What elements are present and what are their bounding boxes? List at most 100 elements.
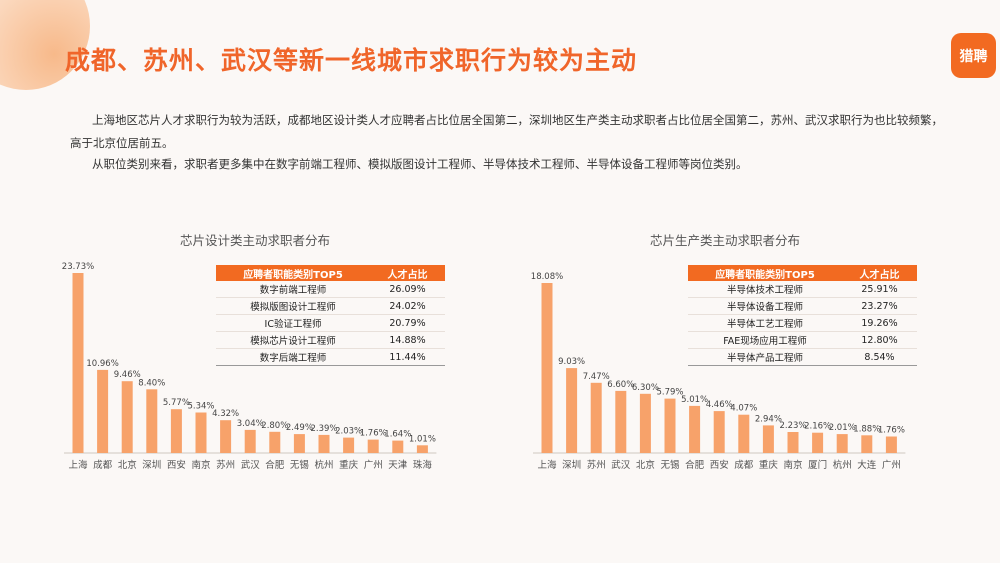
share-cell: 24.02% [370,297,445,315]
share-cell: 8.54% [842,348,917,366]
role-cell: 半导体设备工程师 [688,297,842,315]
table-row: 半导体技术工程师 25.91% [688,281,917,298]
x-tick-label: 珠海 [413,459,433,471]
x-tick-label: 上海 [68,459,88,471]
bar [541,283,553,453]
x-tick-label: 厦门 [808,459,827,471]
bar [97,369,109,453]
table-row: 数字前端工程师 26.09% [216,281,445,298]
bar [787,432,799,453]
x-tick-label: 无锡 [660,459,679,471]
share-cell: 23.27% [842,297,917,315]
x-tick-label: 合肥 [265,459,285,471]
bar [146,389,158,453]
table-row: 模拟芯片设计工程师 14.88% [216,331,445,349]
share-cell: 19.26% [842,314,917,332]
data-label: 18.08% [531,272,563,282]
job-category-paragraph: 从职位类别来看，求职者更多集中在数字前端工程师、模拟版图设计工程师、半导体技术工… [92,157,748,171]
data-label: 5.01% [681,395,708,405]
table-header-role: 应聘者职能类别TOP5 [216,265,370,281]
table-row: 半导体产品工程师 8.54% [688,348,917,366]
role-cell: 数字前端工程师 [216,281,370,298]
table-row: 半导体设备工程师 23.27% [688,297,917,315]
bar [738,414,750,453]
data-label: 2.80% [261,421,288,431]
x-tick-label: 武汉 [611,459,631,471]
role-cell: 半导体技术工程师 [688,281,842,298]
x-tick-label: 无锡 [290,459,309,471]
data-label: 1.01% [409,434,436,444]
bar [121,381,133,453]
page-title: 成都、苏州、武汉等新一线城市求职行为较为主动 [65,46,638,75]
bar [836,434,848,453]
data-label: 5.77% [163,398,190,408]
data-label: 4.32% [212,409,239,419]
role-cell: 半导体工艺工程师 [688,314,842,332]
x-tick-label: 西安 [167,459,186,471]
data-label: 2.03% [335,427,362,437]
x-tick-label: 重庆 [339,459,359,471]
bar [416,445,428,453]
bar [639,393,651,453]
bar [615,390,627,453]
data-label: 2.49% [286,423,313,433]
x-tick-label: 北京 [118,459,137,471]
table-row: 数字后端工程师 11.44% [216,348,445,366]
data-label: 1.64% [384,430,411,440]
bar [269,431,281,453]
data-label: 4.46% [706,400,733,410]
data-label: 4.07% [730,404,757,414]
role-cell: 模拟版图设计工程师 [216,297,370,315]
bar [566,368,578,453]
share-cell: 26.09% [370,281,445,298]
table-row: 模拟版图设计工程师 24.02% [216,297,445,315]
bar [885,436,897,453]
data-label: 6.60% [607,380,634,390]
x-tick-label: 杭州 [314,459,333,471]
data-label: 9.03% [558,357,585,367]
x-tick-label: 成都 [734,459,754,471]
data-label: 5.34% [187,402,214,412]
bar [861,435,873,453]
role-cell: IC验证工程师 [216,314,370,332]
x-tick-label: 广州 [882,459,901,471]
data-label: 2.23% [779,421,806,431]
design-chart-title: 芯片设计类主动求职者分布 [180,233,331,248]
x-tick-label: 合肥 [685,459,705,471]
x-tick-label: 南京 [783,459,802,471]
table-row: IC验证工程师 20.79% [216,314,445,332]
bar [72,273,84,453]
table-header-share: 人才占比 [842,265,917,281]
data-label: 2.39% [310,424,337,434]
data-label: 1.76% [878,426,905,436]
share-cell: 12.80% [842,331,917,349]
bar [293,434,305,453]
data-label: 1.76% [360,429,387,439]
role-cell: FAE现场应用工程师 [688,331,842,349]
x-tick-label: 深圳 [562,460,581,471]
intro-paragraph: 上海地区芯片人才求职行为较为活跃，成都地区设计类人才应聘者占比位居全国第二，深圳… [70,113,943,150]
data-label: 5.79% [656,388,683,398]
bar [318,434,330,453]
data-label: 1.88% [853,424,880,434]
bar [713,411,725,453]
share-cell: 14.88% [370,331,445,349]
data-label: 10.96% [86,359,118,369]
x-tick-label: 大连 [857,459,877,471]
x-tick-label: 广州 [364,459,383,471]
design-top5-table: 应聘者职能类别TOP5 人才占比 数字前端工程师 26.09% 模拟版图设计工程师… [216,265,445,366]
x-tick-label: 上海 [537,459,557,471]
bar [343,437,355,453]
data-label: 7.47% [583,372,610,382]
x-tick-label: 天津 [388,460,408,471]
table-row: 半导体工艺工程师 19.26% [688,314,917,332]
x-tick-label: 杭州 [833,459,852,471]
share-cell: 20.79% [370,314,445,332]
role-cell: 数字后端工程师 [216,348,370,366]
production-chart-title: 芯片生产类主动求职者分布 [650,233,801,248]
role-cell: 半导体产品工程师 [688,348,842,366]
x-tick-label: 深圳 [142,460,161,471]
bar [367,439,379,453]
data-label: 3.04% [237,419,264,429]
